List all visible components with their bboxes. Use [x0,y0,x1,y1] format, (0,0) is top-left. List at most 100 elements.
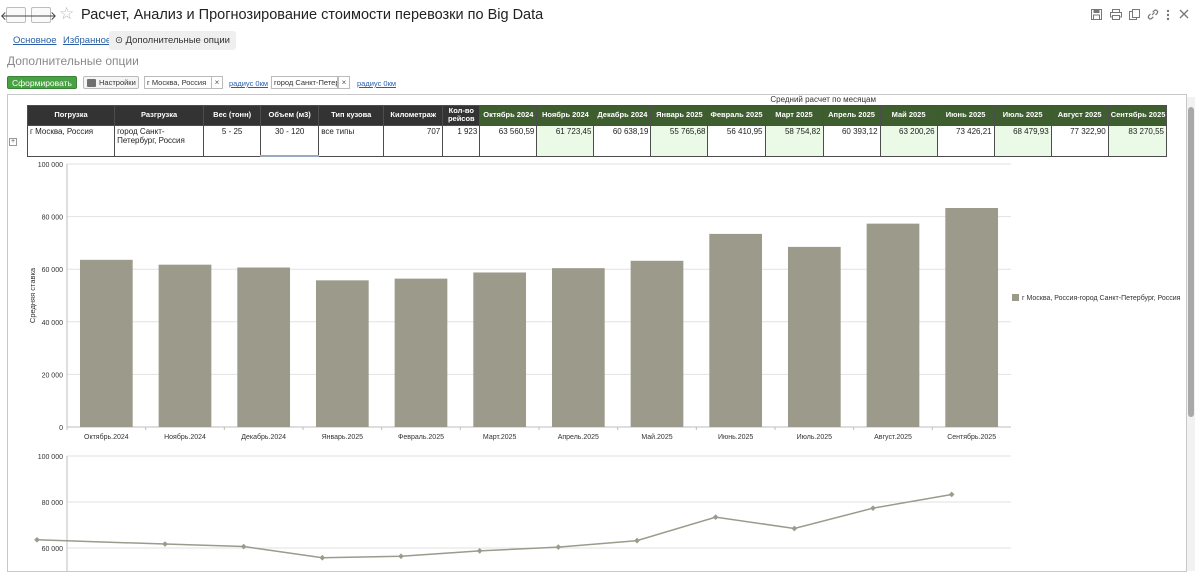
header-body-type: Тип кузова [318,104,385,126]
rates-table: Средний расчет по месяцам Погрузка Разгр… [26,95,1168,157]
line-point [34,536,40,543]
cell-loading[interactable]: г Москва, Россия [26,124,116,157]
header-month: Май 2025 [879,104,938,126]
legend-label: г Москва, Россия-город Санкт-Петербург, … [1022,294,1181,302]
x-tick-label: Март.2025 [483,434,517,441]
header-volume: Объем (м3) [260,104,320,126]
line-point [555,544,562,550]
bar [551,268,605,427]
y-tick-label: 80 000 [42,500,64,507]
y-tick-label: 100 000 [38,162,63,169]
cell-month-value[interactable]: 61 723,45 [536,124,595,157]
y-tick-label: 100 000 [38,454,63,461]
link-icon[interactable] [1147,9,1159,20]
bar [945,207,999,427]
cell-body-type[interactable]: все типы [318,124,385,157]
x-tick-label: Июнь.2025 [718,434,753,441]
cell-unloading[interactable]: город Санкт-Петербург, Россия [114,124,205,157]
cell-month-value[interactable]: 68 479,93 [993,124,1052,157]
back-button[interactable]: 🡐 [0,7,32,23]
favorite-star-icon[interactable]: ☆ [59,4,75,24]
cell-month-value[interactable]: 73 426,21 [936,124,995,157]
bar [473,272,527,427]
tab-main[interactable]: Основное [13,35,57,46]
report-area: + Средний расчет по месяцам Погрузка Раз… [7,94,1187,572]
cell-trips[interactable]: 1 923 [442,124,481,157]
from-location-field[interactable]: г Москва, Россия [144,76,212,89]
line-point [634,537,640,544]
cell-volume[interactable]: 30 - 120 [260,124,320,157]
x-tick-label: Апрель.2025 [558,434,599,441]
bar-chart: 0 20 000 40 000 60 000 80 000 100 000 Октябрь.… [28,162,1181,441]
header-loading: Погрузка [26,104,116,126]
line-point [948,491,955,498]
line-point [712,514,719,520]
y-tick-label: 60 000 [42,267,64,274]
line-point [162,541,168,547]
bar [237,267,291,427]
line-point [476,548,483,554]
bar [79,259,133,427]
settings-button[interactable]: Настройки [83,76,139,89]
header-unloading: Разгрузка [114,104,205,126]
x-tick-label: Июль.2025 [797,434,832,441]
cell-km[interactable]: 707 [383,124,444,157]
print-icon[interactable] [1110,9,1122,20]
section-title: Дополнительные опции [7,54,139,68]
cell-month-value[interactable]: 83 270,55 [1107,124,1168,157]
tab-options[interactable]: ⊙ Дополнительные опции [109,31,236,50]
forward-button[interactable]: 🡒 [25,7,57,23]
y-tick-label: 40 000 [42,320,64,327]
x-tick-label: Январь.2025 [322,434,364,441]
x-tick-label: Август.2025 [874,434,912,441]
x-tick-label: Октябрь.2024 [84,433,129,441]
line-chart: 60 000 80 000 100 000 [34,454,1011,571]
cell-month-value[interactable]: 58 754,82 [764,124,824,157]
caption-blank [27,95,480,105]
copy-icon[interactable] [1129,9,1140,20]
bar [158,264,212,427]
y-tick-label: 20 000 [42,372,64,379]
header-month: Декабрь 2024 [593,104,652,126]
y-tick-label: 0 [59,425,63,432]
cell-month-value[interactable]: 56 410,95 [707,124,766,157]
from-radius-link[interactable]: радиус 0км [229,79,269,88]
generate-button[interactable]: Сформировать [7,76,77,89]
clear-to-button[interactable]: × [338,76,350,89]
header-km: Километраж [383,104,444,126]
cell-month-value[interactable]: 55 765,68 [650,124,709,157]
clear-from-button[interactable]: × [211,76,223,89]
to-location-field[interactable]: город Санкт-Петерб [271,76,338,89]
line-point [870,505,876,511]
cell-month-value[interactable]: 60 638,19 [593,124,652,157]
arrow-left-icon: 🡐 [0,8,33,23]
cell-weight[interactable]: 5 - 25 [203,124,262,157]
more-icon[interactable] [1166,9,1170,21]
cell-month-value[interactable]: 63 200,26 [879,124,938,157]
expand-row-button[interactable]: + [9,138,17,146]
bar [709,233,763,427]
header-month: Октябрь 2024 [479,104,538,126]
cell-month-value[interactable]: 77 322,90 [1050,124,1109,157]
line-point [398,553,404,560]
save-icon[interactable] [1091,9,1102,20]
to-radius-link[interactable]: радиус 0км [357,79,397,88]
vertical-scrollbar[interactable] [1187,97,1195,571]
cell-month-value[interactable]: 60 393,12 [822,124,881,157]
cell-month-value[interactable]: 63 560,59 [479,124,538,157]
header-month: Ноябрь 2024 [536,104,595,126]
arrow-right-icon: 🡒 [24,8,58,23]
x-tick-label: Февраль.2025 [398,434,444,441]
line-point [240,543,247,550]
header-month: Апрель 2025 [822,104,881,126]
close-icon[interactable] [1179,9,1189,19]
header-month: Июнь 2025 [936,104,995,126]
y-axis-label: Средняя ставка [28,267,37,323]
x-tick-label: Сентябрь.2025 [947,433,996,441]
line-series [36,493,952,559]
header-month: Август 2025 [1050,104,1109,126]
scrollbar-thumb[interactable] [1188,107,1194,417]
legend-swatch [1012,294,1019,301]
tab-favorites[interactable]: Избранное [63,35,112,46]
header-month: Июль 2025 [993,104,1052,126]
